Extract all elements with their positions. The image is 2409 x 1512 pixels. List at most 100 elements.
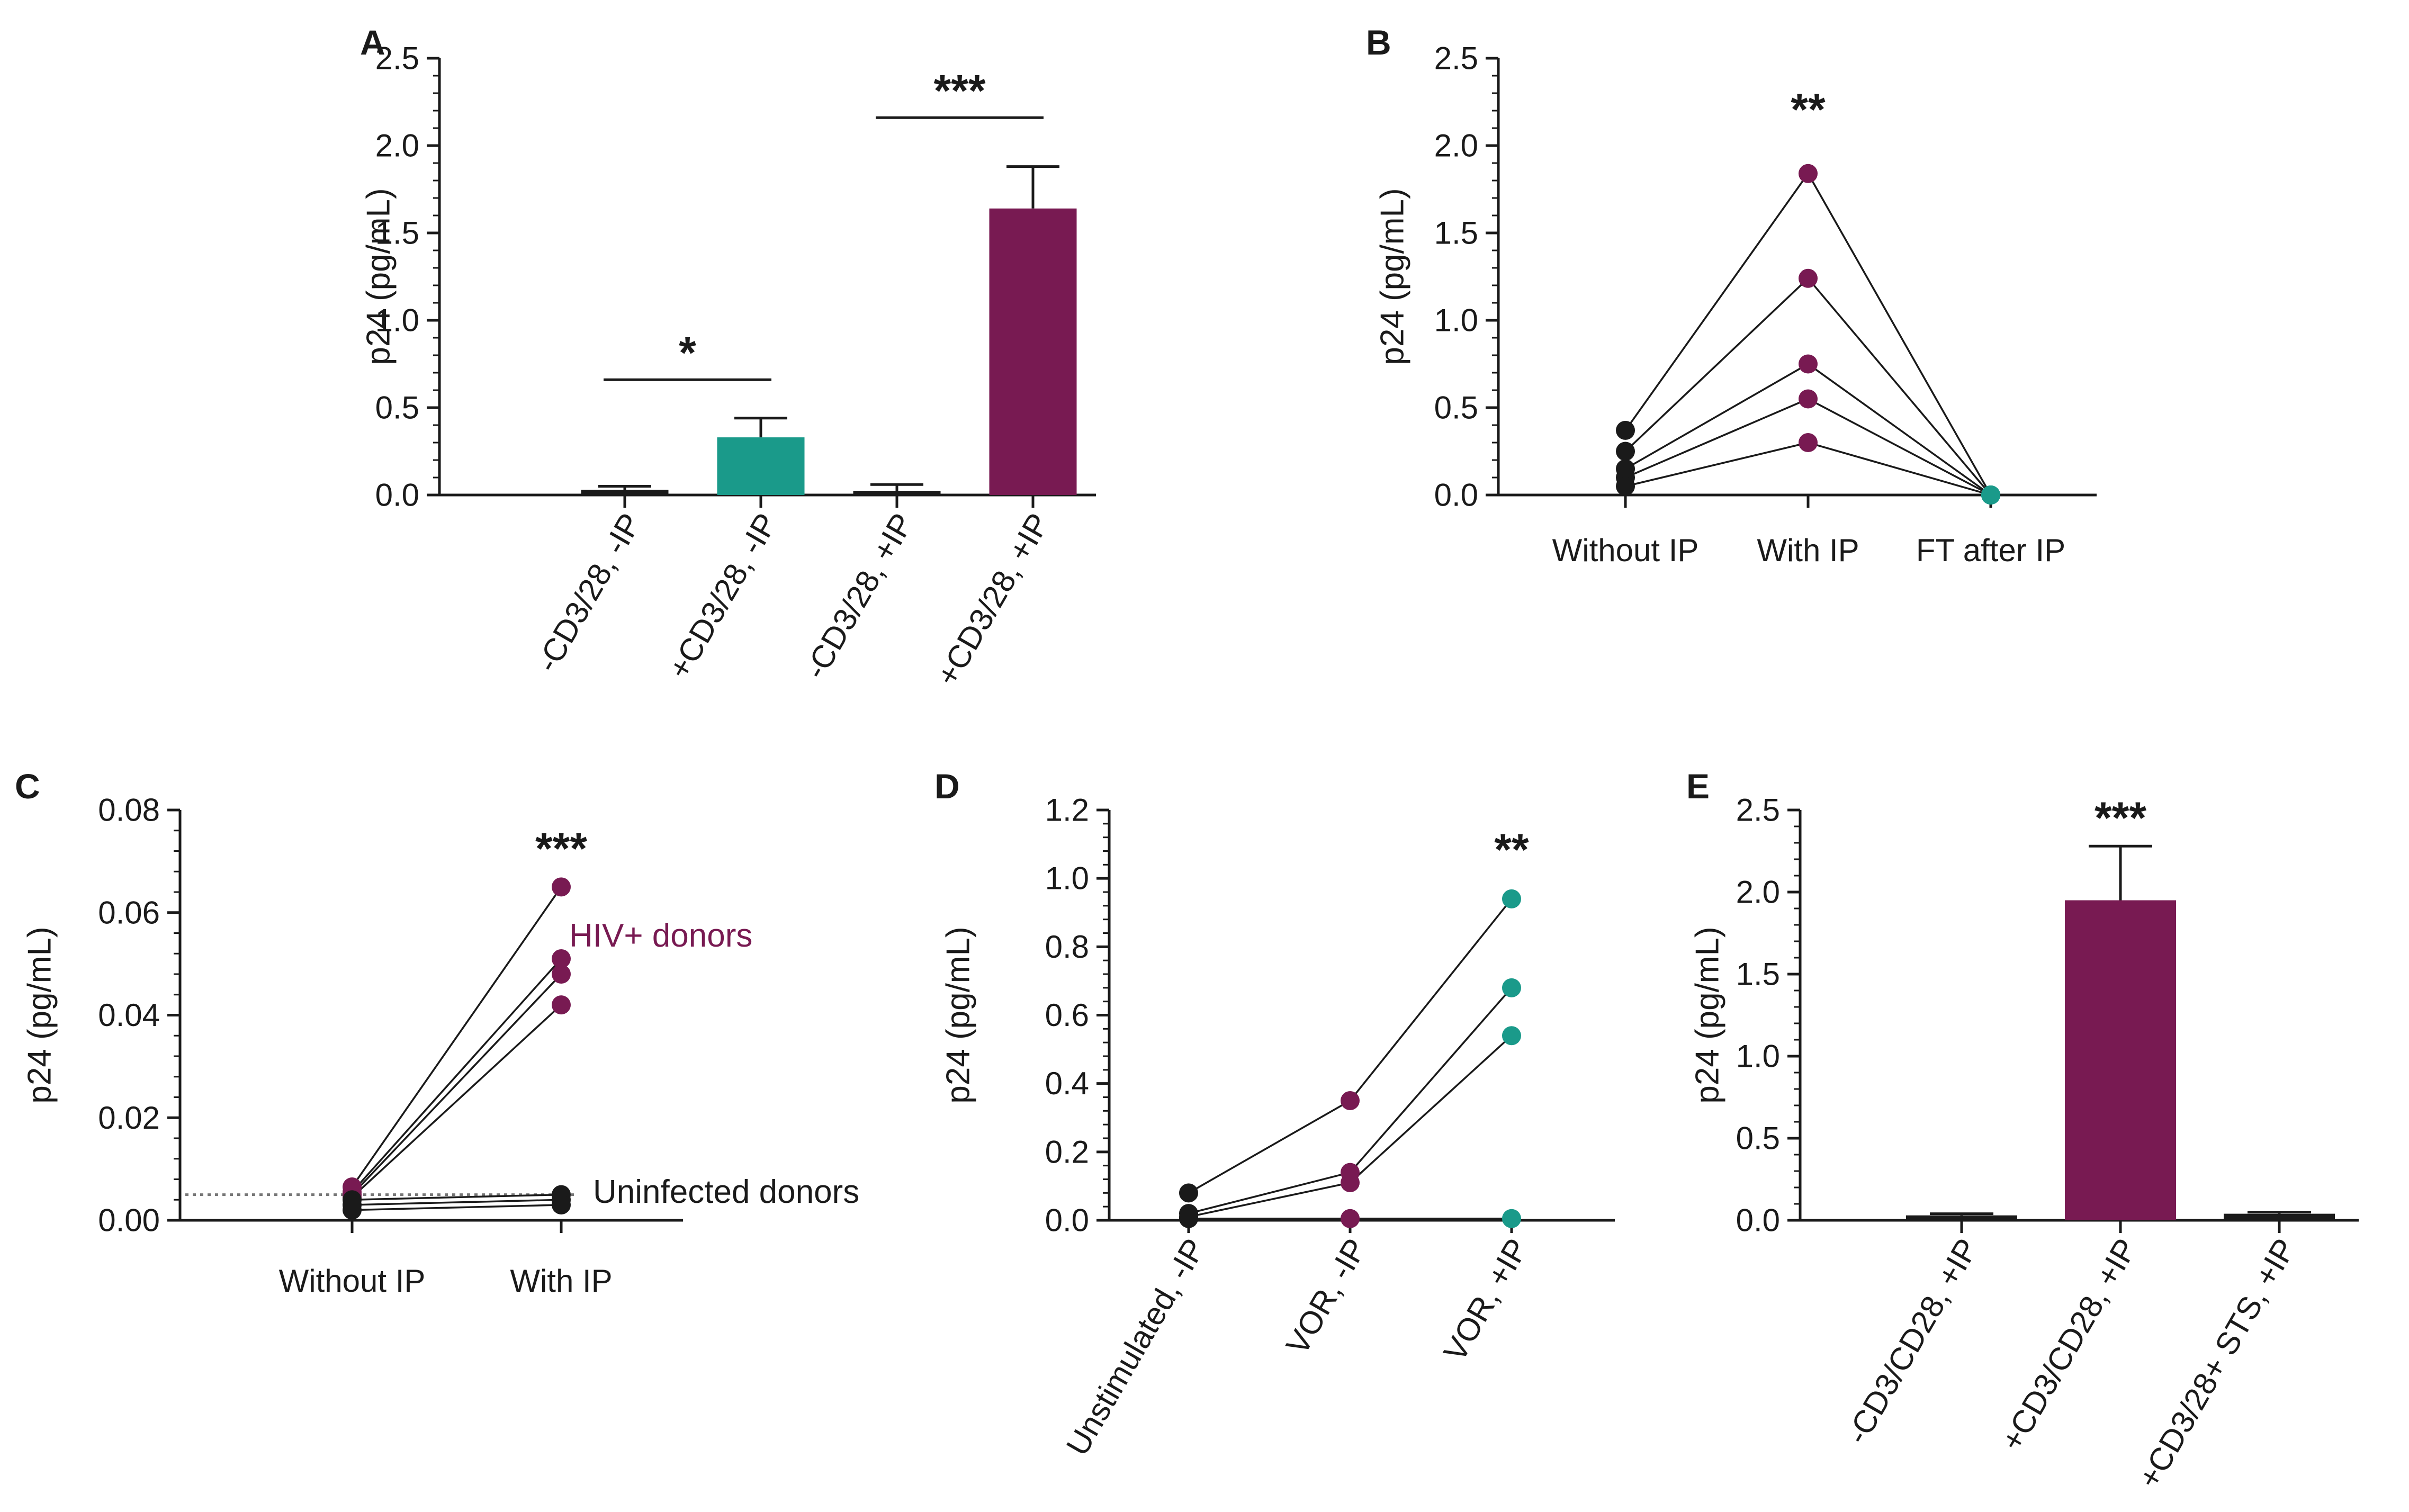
data-point (1799, 164, 1818, 183)
y-tick-label: 1.5 (1434, 215, 1478, 251)
y-tick-label: 0.6 (1045, 997, 1089, 1033)
y-tick-label: 1.0 (1045, 861, 1089, 896)
data-point (1799, 268, 1818, 288)
series-line (351, 886, 562, 1188)
y-axis-label: p24 (pg/mL) (1689, 926, 1726, 1103)
data-point (552, 949, 571, 968)
y-tick-label: 0.06 (98, 895, 160, 930)
y-tick-label: 2.5 (375, 41, 419, 76)
data-point (343, 1200, 362, 1220)
series-line (352, 1193, 562, 1201)
x-tick-label: FT after IP (1916, 533, 2065, 568)
y-tick-label: 2.0 (1434, 128, 1478, 164)
data-point (1799, 354, 1818, 374)
y-tick-label: 0.0 (1045, 1203, 1089, 1238)
bar (1906, 1215, 2017, 1220)
y-tick-label: 0.5 (1434, 390, 1478, 426)
data-point (552, 965, 571, 984)
significance-label: *** (2095, 793, 2146, 842)
panel-a: A 0.0 0.5 1.0 1.5 2.0 2.5 p24 (pg/mL) -CD3/28, -… (360, 23, 1096, 692)
y-tick-label: 0.0 (1736, 1203, 1780, 1238)
y-tick-label: 0.5 (375, 390, 419, 426)
x-tick-label: -CD3/28, +IP (797, 507, 920, 685)
significance-label: *** (535, 824, 587, 874)
data-point (1799, 433, 1818, 452)
panel-letter-e: E (1686, 767, 1710, 806)
data-point (1341, 1091, 1360, 1110)
data-point (1981, 485, 2000, 505)
y-tick-label: 1.0 (1434, 303, 1478, 338)
significance-label: ** (1494, 824, 1529, 874)
y-tick-label: 0.0 (375, 478, 419, 513)
x-tick-label: With IP (510, 1263, 612, 1299)
x-tick-label: -CD3/CD28, +IP (1839, 1232, 1985, 1450)
x-tick-label: +CD3/28, -IP (661, 507, 784, 685)
data-point (1502, 1026, 1521, 1046)
series-line (352, 1199, 562, 1206)
data-point (1502, 889, 1521, 908)
x-tick-label: -CD3/28, -IP (529, 507, 648, 678)
bar (2224, 1213, 2335, 1220)
x-tick-label: Without IP (1552, 533, 1699, 568)
y-tick-label: 1.0 (375, 303, 419, 338)
y-tick-label: 1.0 (1736, 1039, 1780, 1074)
bar (581, 490, 669, 495)
y-axis-label: p24 (pg/mL) (361, 188, 397, 365)
data-point (1179, 1183, 1198, 1203)
bar (989, 208, 1077, 495)
x-tick-label: Unstimulated, -IP (1059, 1232, 1212, 1461)
panel-b: B 0.0 0.5 1.0 1.5 2.0 2.5 p24 (pg/mL) Without IP… (1366, 23, 2097, 568)
data-point (1502, 978, 1521, 997)
significance-label: ** (1791, 84, 1826, 134)
panel-letter-c: C (15, 767, 40, 806)
hiv-donors-label: HIV+ donors (569, 917, 752, 954)
panel-c: C 0.00 0.02 0.04 0.06 0.08 p24 (pg/mL) Without … (15, 767, 859, 1299)
y-tick-label: 0.0 (1434, 478, 1478, 513)
y-tick-label: 1.5 (1736, 957, 1780, 992)
x-tick-label: +CD3/28, +IP (929, 507, 1056, 691)
bar (2065, 900, 2176, 1220)
y-tick-label: 1.2 (1045, 793, 1089, 828)
x-tick-label: With IP (1757, 533, 1859, 568)
y-tick-label: 1.5 (375, 215, 419, 251)
series-line (352, 1204, 562, 1211)
y-tick-label: 2.0 (1736, 875, 1780, 910)
bar (853, 491, 941, 495)
x-tick-label: Without IP (279, 1263, 426, 1299)
y-tick-label: 2.0 (375, 128, 419, 164)
uninfected-donors-label: Uninfected donors (593, 1174, 859, 1210)
series-line (1624, 277, 1992, 496)
data-point (1616, 420, 1635, 440)
x-tick-label: +CD3/28+ STS, +IP (2131, 1232, 2303, 1494)
significance-label: *** (933, 66, 985, 115)
series-line (351, 1004, 562, 1198)
x-tick-label: VOR, -IP (1279, 1232, 1373, 1360)
data-point (1179, 1209, 1198, 1228)
panel-letter-d: D (934, 767, 960, 806)
y-tick-label: 2.5 (1434, 41, 1478, 76)
y-tick-label: 0.5 (1736, 1121, 1780, 1156)
x-tick-label: VOR, +IP (1436, 1232, 1535, 1367)
data-point (1799, 389, 1818, 409)
data-point (1341, 1209, 1360, 1228)
data-point (1502, 1209, 1521, 1228)
y-tick-label: 0.8 (1045, 929, 1089, 965)
y-tick-label: 0.04 (98, 997, 160, 1033)
x-tick-label: +CD3/CD28, +IP (1994, 1232, 2144, 1456)
y-tick-label: 0.4 (1045, 1066, 1089, 1101)
panel-letter-a: A (360, 23, 385, 62)
y-tick-label: 0.02 (98, 1100, 160, 1136)
y-tick-label: 0.08 (98, 793, 160, 828)
data-point (1341, 1173, 1360, 1192)
data-point (1616, 476, 1635, 496)
data-point (1616, 442, 1635, 461)
y-tick-label: 0.00 (98, 1203, 160, 1238)
series-line (1188, 898, 1513, 1194)
data-point (552, 877, 571, 897)
data-point (552, 995, 571, 1015)
y-tick-label: 2.5 (1736, 793, 1780, 828)
series-line (351, 973, 562, 1195)
panel-d: D 0.0 0.2 0.4 0.6 0.8 1.0 1.2 p24 (pg/mL) Unstimu… (934, 767, 1615, 1461)
significance-label: * (679, 328, 696, 377)
